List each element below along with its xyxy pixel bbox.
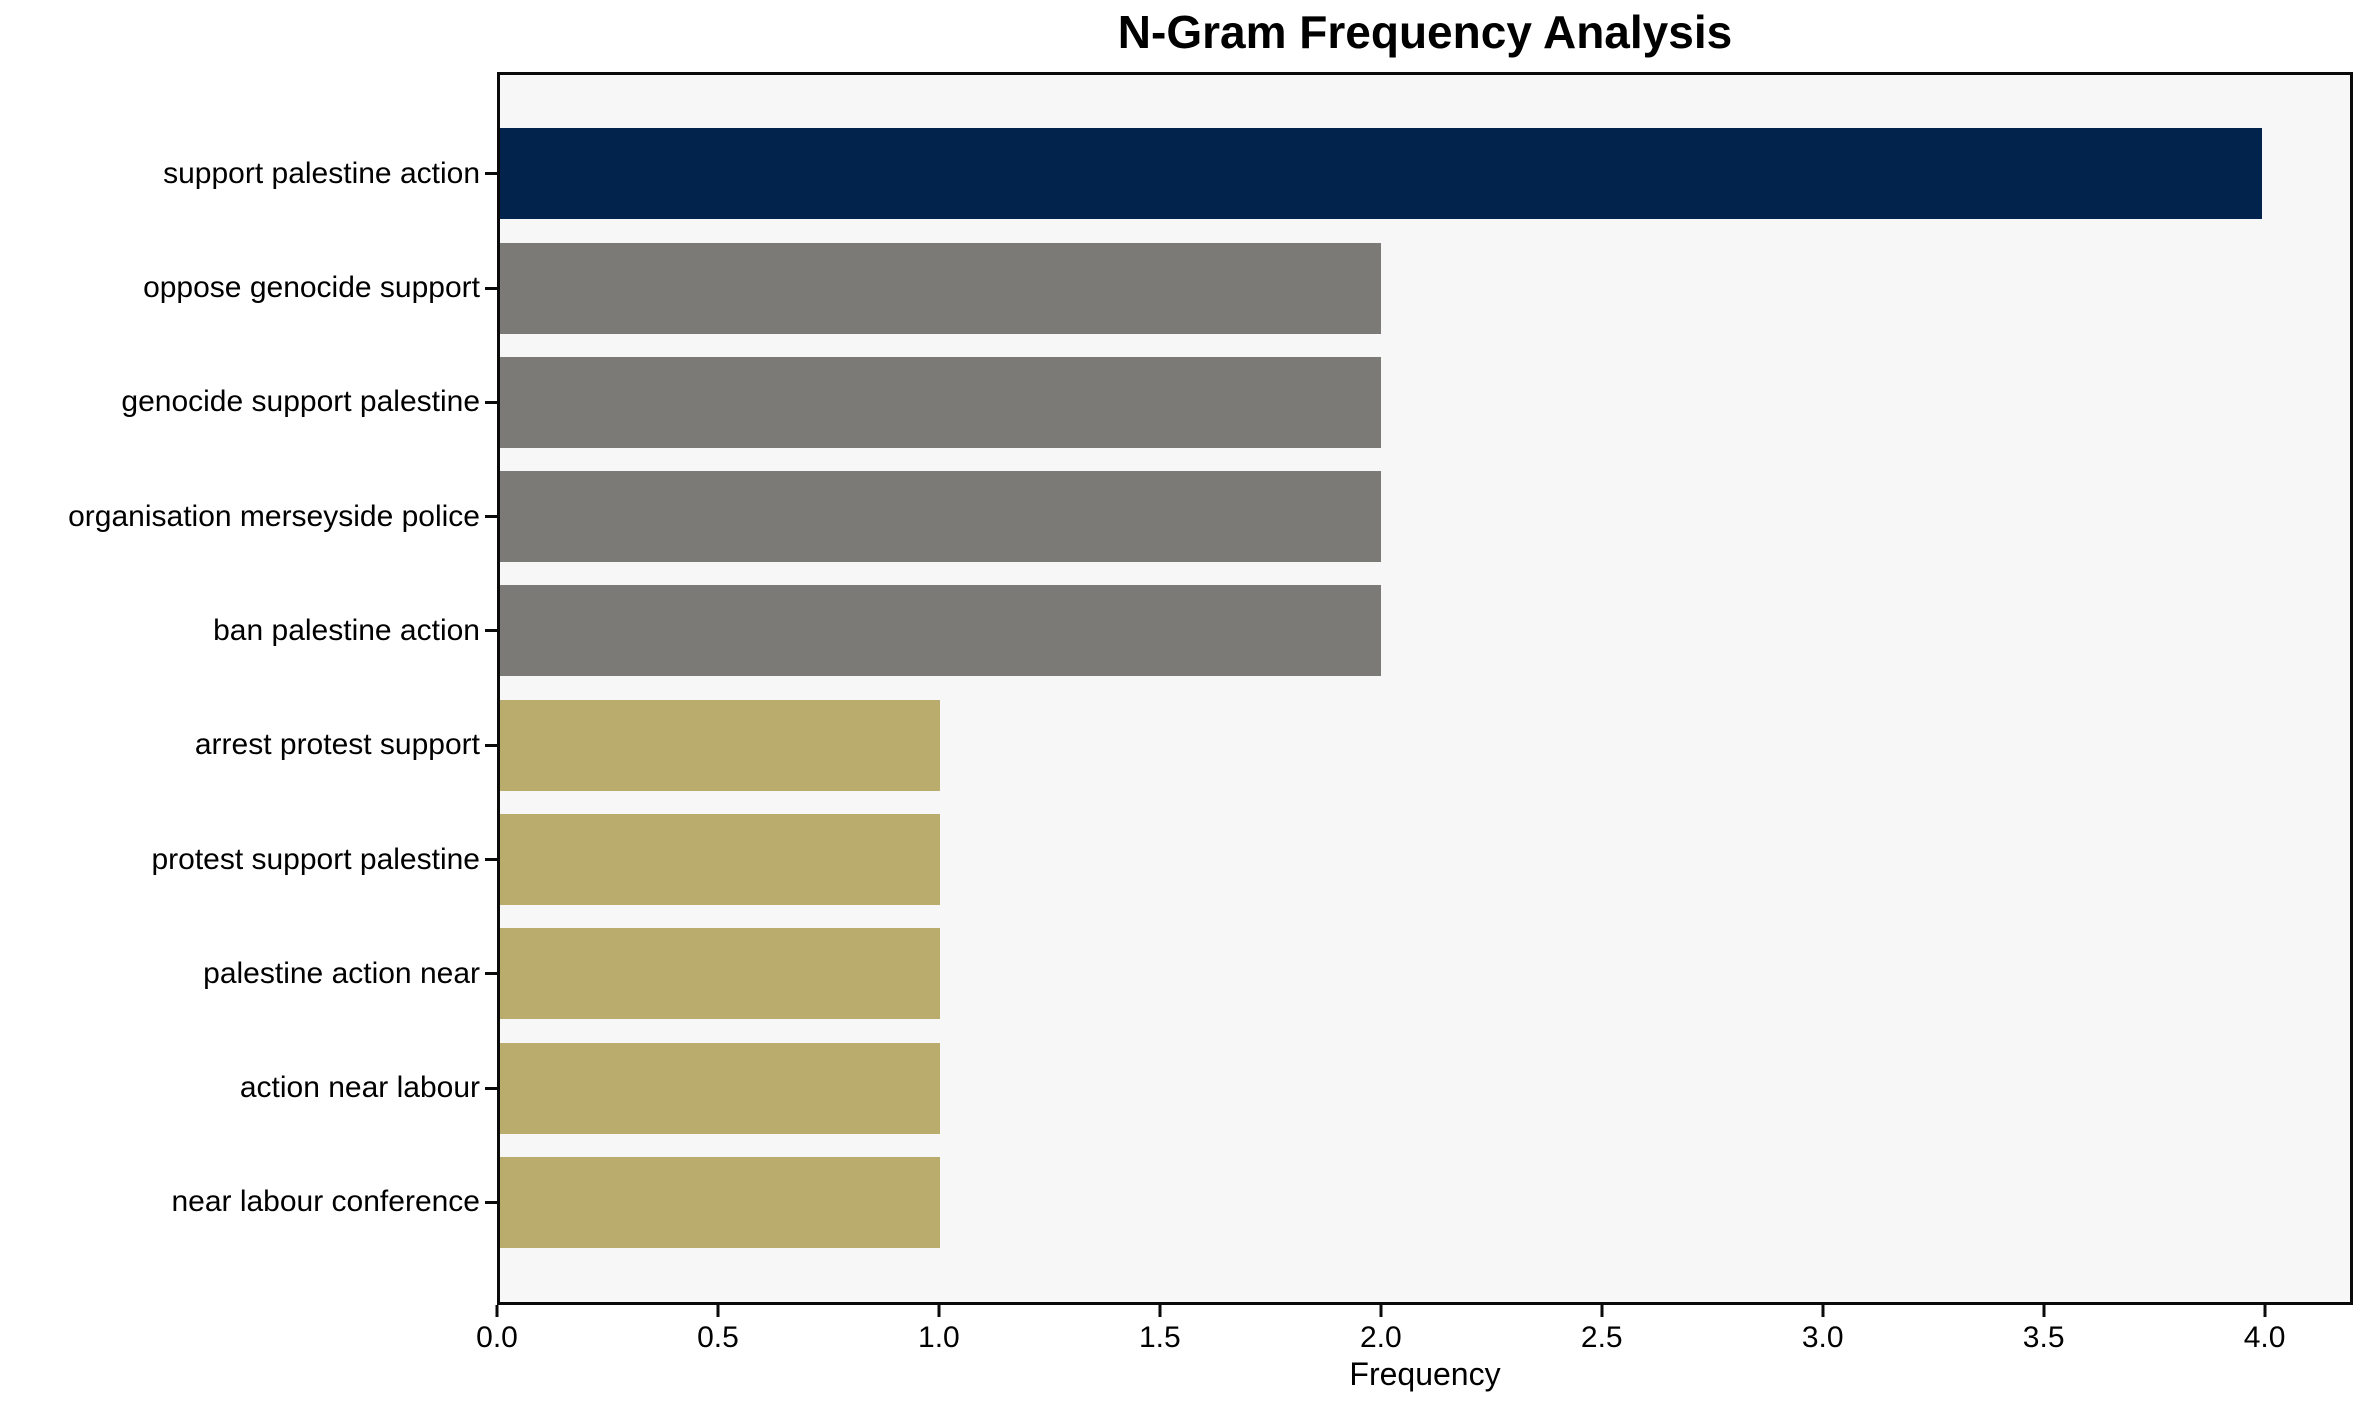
x-tick-label: 0.5 [697,1321,739,1354]
x-tick-label: 0.0 [476,1321,518,1354]
x-tick-label: 1.0 [918,1321,960,1354]
bar [500,1156,941,1248]
y-tick-label: ban palestine action [213,613,480,647]
x-tick-label: 4.0 [2243,1321,2286,1354]
x-tick-mark [1158,1305,1162,1317]
chart-title: N-Gram Frequency Analysis [1117,6,1733,58]
x-tick-label: 3.5 [2022,1321,2065,1354]
y-tick-label: organisation merseyside police [68,499,480,533]
bar [500,814,941,905]
plot-area [497,72,2353,1305]
x-tick-label: 2.0 [1359,1321,1402,1354]
y-tick-label: protest support palestine [151,842,480,876]
bar [500,585,1381,677]
y-tick-mark [485,400,497,404]
y-tick-label: action near labour [239,1071,480,1105]
y-tick-mark [485,858,497,861]
bar [500,356,1381,448]
y-tick-mark [485,172,497,176]
bar [500,242,1381,334]
bars-container [500,75,2350,1302]
x-tick-mark [1600,1305,1604,1317]
y-tick-mark [485,515,497,519]
x-tick-mark [2263,1305,2267,1317]
y-axis-tick-marks [485,72,497,1305]
bar [500,699,941,791]
x-tick-label: 2.5 [1580,1321,1623,1354]
y-tick-label: oppose genocide support [143,271,480,304]
y-tick-mark [485,1200,497,1204]
y-tick-mark [485,286,497,290]
x-axis-title: Frequency [1349,1356,1501,1392]
y-tick-label: palestine action near [203,956,480,990]
x-tick-mark [2042,1305,2046,1317]
x-tick-mark [1379,1305,1383,1317]
bar [500,1042,941,1134]
x-tick-mark [1821,1305,1825,1317]
x-tick-mark [495,1305,499,1317]
x-axis: 0.0 0.5 1.0 1.5 2.0 2.5 3.0 3.5 4.0 [476,1305,2353,1385]
y-tick-mark [485,743,497,747]
y-tick-label: support palestine action [163,156,480,190]
y-tick-label: near labour conference [171,1185,480,1219]
bar [500,928,941,1020]
y-tick-mark [485,629,497,633]
y-tick-label: arrest protest support [194,728,480,762]
y-axis-labels: support palestine action oppose genocide … [0,72,480,1305]
y-tick-mark [485,1086,497,1090]
x-tick-label: 1.5 [1138,1321,1181,1354]
x-tick-mark [937,1305,941,1317]
bar [500,471,1381,563]
y-tick-mark [485,972,497,976]
x-tick-label: 3.0 [1801,1321,1844,1354]
y-tick-label: genocide support palestine [121,385,480,419]
x-tick-mark [716,1305,720,1317]
bar [500,128,2262,220]
